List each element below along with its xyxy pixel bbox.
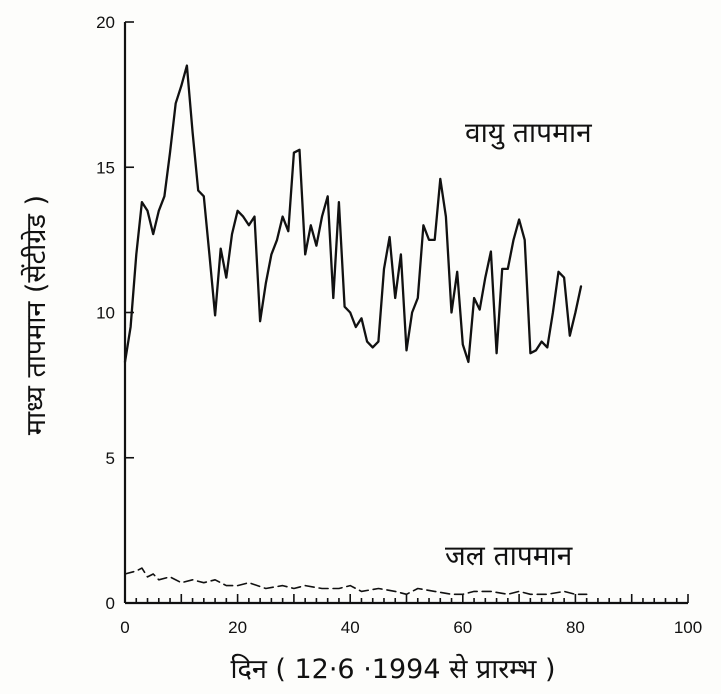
x-tick-label: 80 bbox=[566, 618, 585, 637]
labels: वायु तापमान जल तापमान दिन ( 12·6 ·1994 स… bbox=[20, 116, 592, 685]
y-tick-label: 10 bbox=[96, 304, 115, 323]
series-label-air-temperature: वायु तापमान bbox=[465, 116, 592, 150]
water-temperature-line bbox=[124, 567, 588, 596]
y-axis-title: माध्य तापमान (सेंटीग्रेड ) bbox=[20, 195, 52, 435]
x-tick-label: 100 bbox=[674, 618, 702, 637]
y-tick-label: 5 bbox=[106, 449, 115, 468]
ticks: 0 20 40 60 80 100 0 5 10 15 20 bbox=[96, 13, 702, 637]
series-lines bbox=[123, 64, 588, 596]
y-tick-label: 15 bbox=[96, 158, 115, 177]
y-tick-label: 0 bbox=[106, 594, 115, 613]
x-axis-title: दिन ( 12·6 ·1994 से प्रारम्भ ) bbox=[230, 653, 555, 685]
x-tick-label: 40 bbox=[341, 618, 360, 637]
x-tick-label: 0 bbox=[120, 618, 129, 637]
axes bbox=[123, 22, 688, 605]
x-tick-label: 20 bbox=[228, 618, 247, 637]
x-tick-label: 60 bbox=[453, 618, 472, 637]
series-label-water-temperature: जल तापमान bbox=[445, 539, 573, 572]
y-tick-label: 20 bbox=[96, 13, 115, 32]
air-temperature-line bbox=[123, 64, 583, 364]
